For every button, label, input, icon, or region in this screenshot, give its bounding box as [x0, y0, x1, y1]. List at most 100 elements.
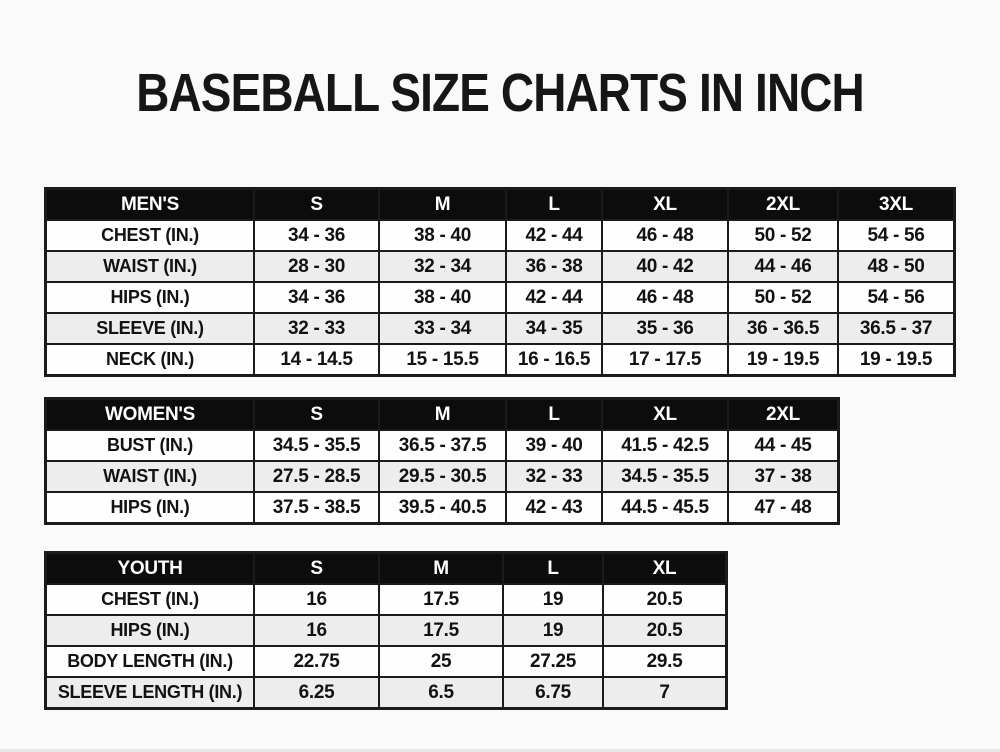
page-title: BASEBALL SIZE CHARTS IN INCH [0, 62, 1000, 124]
size-value-cell: 6.5 [378, 676, 504, 709]
measurement-label: WAIST (IN.) [45, 460, 255, 493]
womens-table-body: BUST (IN.) 34.5 - 35.5 36.5 - 37.5 39 - 40 4… [45, 429, 839, 524]
size-value-cell: 46 - 48 [601, 219, 729, 252]
youth-table-header: YOUTH S M L XL [45, 552, 727, 585]
size-value-cell: 27.25 [502, 645, 604, 678]
youth-size-table: YOUTH S M L XL CHEST (IN.) 16 17.5 19 20.5 HIPS (… [45, 552, 727, 709]
measurement-row: WAIST (IN.) 28 - 30 32 - 34 36 - 38 40 - 42 4… [45, 250, 955, 283]
size-column-header: XL [601, 188, 729, 221]
womens-size-table: WOMEN'S S M L XL 2XL BUST (IN.) 34.5 - 35.5 36.… [45, 398, 839, 524]
size-column-header: XL [602, 552, 727, 585]
size-column-header: L [502, 552, 604, 585]
size-column-header: M [378, 552, 504, 585]
size-column-header: S [253, 552, 380, 585]
size-value-cell: 50 - 52 [727, 219, 839, 252]
size-value-cell: 19 [502, 583, 604, 616]
size-column-header: 3XL [837, 188, 955, 221]
size-value-cell: 44.5 - 45.5 [601, 491, 729, 524]
size-value-cell: 48 - 50 [837, 250, 955, 283]
size-value-cell: 46 - 48 [601, 281, 729, 314]
size-value-cell: 34 - 36 [253, 281, 380, 314]
size-column-header: M [378, 188, 507, 221]
size-value-cell: 16 [253, 614, 380, 647]
size-value-cell: 42 - 44 [505, 219, 603, 252]
measurement-label: BUST (IN.) [45, 429, 255, 462]
size-value-cell: 27.5 - 28.5 [253, 460, 380, 493]
measurement-row: CHEST (IN.) 34 - 36 38 - 40 42 - 44 46 - 48 5… [45, 219, 955, 252]
measurement-row: CHEST (IN.) 16 17.5 19 20.5 [45, 583, 727, 616]
size-value-cell: 16 - 16.5 [505, 343, 603, 376]
size-value-cell: 29.5 - 30.5 [378, 460, 507, 493]
size-value-cell: 40 - 42 [601, 250, 729, 283]
size-value-cell: 41.5 - 42.5 [601, 429, 729, 462]
measurement-row: SLEEVE LENGTH (IN.) 6.25 6.5 6.75 7 [45, 676, 727, 709]
youth-table-body: CHEST (IN.) 16 17.5 19 20.5 HIPS (IN.) 16 17.5 1… [45, 583, 727, 709]
page-title-text: BASEBALL SIZE CHARTS IN INCH [136, 63, 864, 123]
size-value-cell: 44 - 45 [727, 429, 839, 462]
header-row: WOMEN'S S M L XL 2XL [45, 398, 839, 431]
size-value-cell: 17.5 [378, 614, 504, 647]
size-value-cell: 39 - 40 [505, 429, 603, 462]
size-column-header: S [253, 398, 380, 431]
size-column-header: L [505, 188, 603, 221]
size-value-cell: 20.5 [602, 614, 727, 647]
size-value-cell: 6.25 [253, 676, 380, 709]
measurement-label: SLEEVE LENGTH (IN.) [45, 676, 255, 709]
size-value-cell: 54 - 56 [837, 281, 955, 314]
size-value-cell: 15 - 15.5 [378, 343, 507, 376]
size-value-cell: 36 - 38 [505, 250, 603, 283]
size-value-cell: 20.5 [602, 583, 727, 616]
size-value-cell: 36.5 - 37 [837, 312, 955, 345]
size-value-cell: 54 - 56 [837, 219, 955, 252]
size-column-header: 2XL [727, 188, 839, 221]
size-value-cell: 36.5 - 37.5 [378, 429, 507, 462]
header-row: YOUTH S M L XL [45, 552, 727, 585]
size-value-cell: 32 - 33 [505, 460, 603, 493]
table-title-cell: WOMEN'S [45, 398, 255, 431]
measurement-label: HIPS (IN.) [45, 491, 255, 524]
size-value-cell: 38 - 40 [378, 281, 507, 314]
size-value-cell: 29.5 [602, 645, 727, 678]
size-value-cell: 34.5 - 35.5 [601, 460, 729, 493]
size-value-cell: 32 - 34 [378, 250, 507, 283]
mens-table-header: MEN'S S M L XL 2XL 3XL [45, 188, 955, 221]
measurement-row: HIPS (IN.) 16 17.5 19 20.5 [45, 614, 727, 647]
size-value-cell: 6.75 [502, 676, 604, 709]
size-value-cell: 36 - 36.5 [727, 312, 839, 345]
size-column-header: 2XL [727, 398, 839, 431]
size-column-header: M [378, 398, 507, 431]
size-value-cell: 35 - 36 [601, 312, 729, 345]
size-value-cell: 42 - 43 [505, 491, 603, 524]
size-value-cell: 16 [253, 583, 380, 616]
size-value-cell: 14 - 14.5 [253, 343, 380, 376]
scan-edge-artifact [0, 749, 1000, 752]
size-value-cell: 34 - 36 [253, 219, 380, 252]
size-value-cell: 19 - 19.5 [837, 343, 955, 376]
size-value-cell: 34.5 - 35.5 [253, 429, 380, 462]
size-column-header: L [505, 398, 603, 431]
size-value-cell: 38 - 40 [378, 219, 507, 252]
size-value-cell: 7 [602, 676, 727, 709]
size-value-cell: 37.5 - 38.5 [253, 491, 380, 524]
size-value-cell: 37 - 38 [727, 460, 839, 493]
size-value-cell: 19 - 19.5 [727, 343, 839, 376]
measurement-label: BODY LENGTH (IN.) [45, 645, 255, 678]
measurement-row: NECK (IN.) 14 - 14.5 15 - 15.5 16 - 16.5 17 … [45, 343, 955, 376]
header-row: MEN'S S M L XL 2XL 3XL [45, 188, 955, 221]
size-value-cell: 28 - 30 [253, 250, 380, 283]
measurement-row: BUST (IN.) 34.5 - 35.5 36.5 - 37.5 39 - 40 4… [45, 429, 839, 462]
measurement-row: HIPS (IN.) 34 - 36 38 - 40 42 - 44 46 - 48 50… [45, 281, 955, 314]
measurement-row: WAIST (IN.) 27.5 - 28.5 29.5 - 30.5 32 - 33… [45, 460, 839, 493]
measurement-label: SLEEVE (IN.) [45, 312, 255, 345]
size-value-cell: 39.5 - 40.5 [378, 491, 507, 524]
measurement-row: HIPS (IN.) 37.5 - 38.5 39.5 - 40.5 42 - 43 4… [45, 491, 839, 524]
size-value-cell: 42 - 44 [505, 281, 603, 314]
size-value-cell: 47 - 48 [727, 491, 839, 524]
size-value-cell: 33 - 34 [378, 312, 507, 345]
size-value-cell: 19 [502, 614, 604, 647]
measurement-label: HIPS (IN.) [45, 281, 255, 314]
size-column-header: XL [601, 398, 729, 431]
womens-table-header: WOMEN'S S M L XL 2XL [45, 398, 839, 431]
size-value-cell: 17 - 17.5 [601, 343, 729, 376]
